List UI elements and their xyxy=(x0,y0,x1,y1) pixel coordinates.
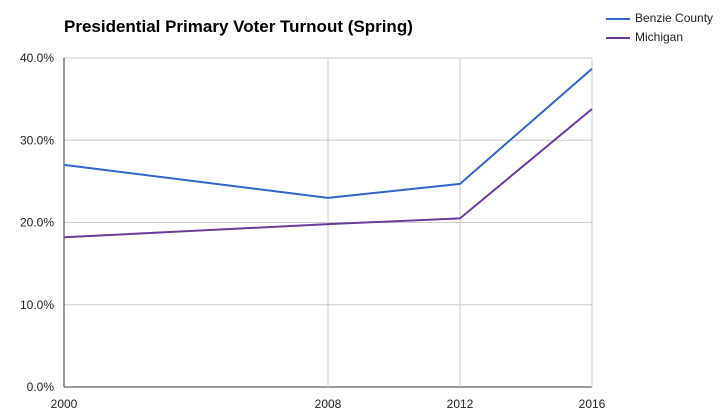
x-tick-label: 2008 xyxy=(315,397,342,411)
y-tick-label: 10.0% xyxy=(20,298,54,312)
series-line-benzie-county xyxy=(63,67,593,199)
y-tick-label: 0.0% xyxy=(27,380,55,394)
chart-title: Presidential Primary Voter Turnout (Spri… xyxy=(64,17,413,36)
legend-label-benzie-county: Benzie County xyxy=(635,11,714,25)
x-tick-label: 2000 xyxy=(51,397,78,411)
x-tick-label: 2016 xyxy=(579,397,606,411)
legend-swatch-michigan xyxy=(606,37,630,39)
legend-item-benzie-county[interactable]: Benzie County xyxy=(606,10,724,29)
legend-swatch-benzie-county xyxy=(606,18,630,20)
y-tick-label: 20.0% xyxy=(20,216,54,230)
legend-item-michigan[interactable]: Michigan xyxy=(606,29,724,48)
series-line-michigan xyxy=(63,108,593,239)
y-tick-label: 30.0% xyxy=(20,133,54,147)
x-tick-label: 2012 xyxy=(447,397,474,411)
legend-label-michigan: Michigan xyxy=(635,30,684,44)
legend: Benzie County Michigan xyxy=(606,10,724,48)
y-tick-label: 40.0% xyxy=(20,51,54,65)
